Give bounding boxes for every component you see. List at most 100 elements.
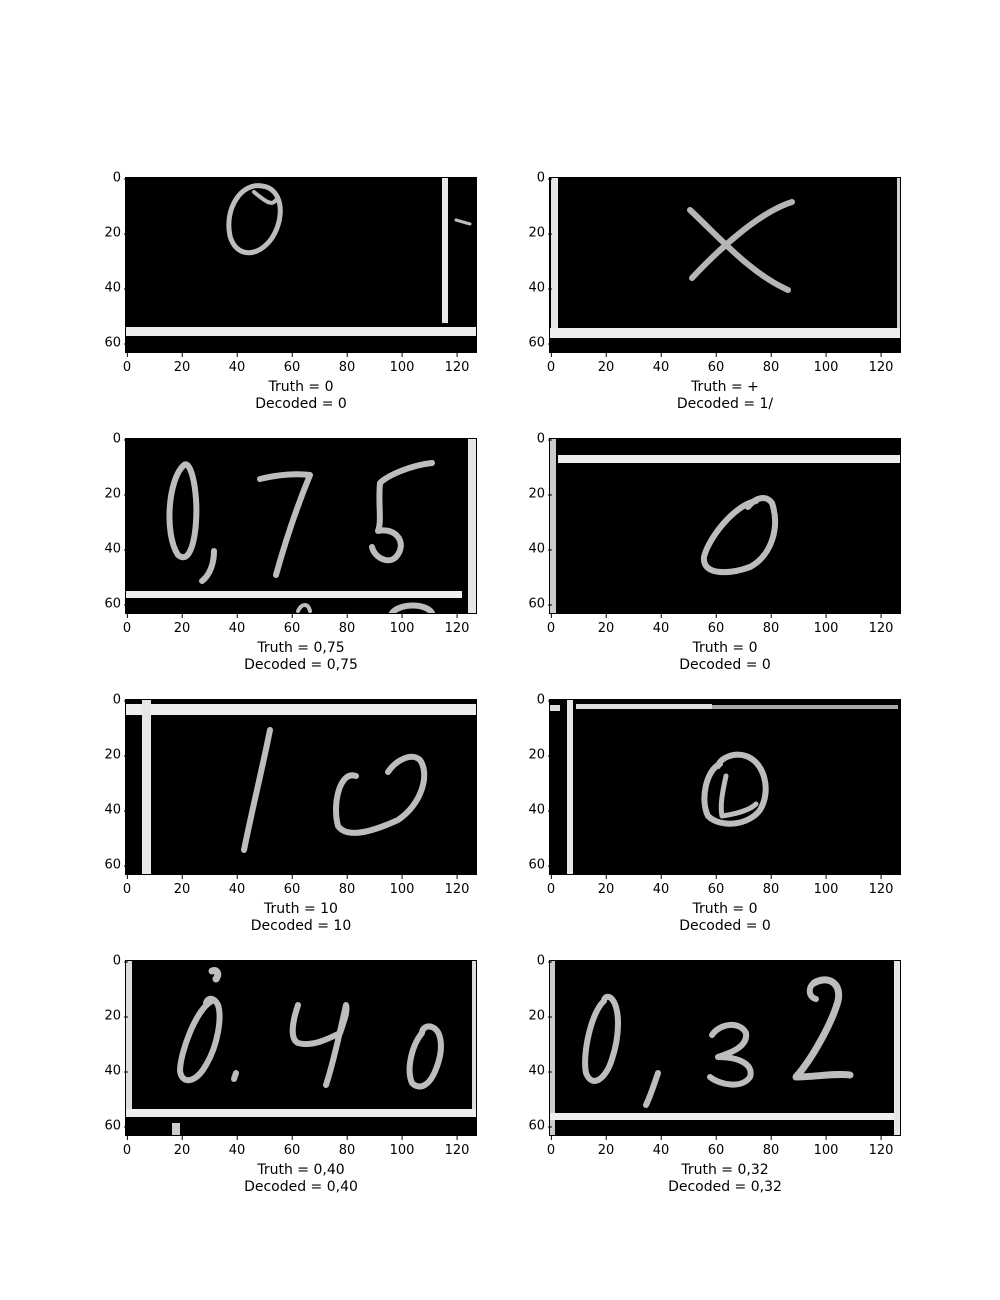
x-tick-label: 80	[338, 614, 356, 636]
x-tick-label: 80	[762, 875, 780, 897]
y-tick-label: 0	[112, 692, 129, 708]
sample-panel-3: 0 20 40 60 0 20 40 60 80 100 120 Truth =…	[104, 433, 477, 673]
y-tick-label: 40	[104, 802, 128, 818]
sample-panel-6: 0 20 40 60 0 20 40 60 80 100 120 Truth =…	[528, 694, 901, 934]
x-tick-label: 20	[597, 1136, 615, 1158]
x-tick-label: 40	[228, 353, 246, 375]
y-tick-label: 20	[104, 1008, 128, 1024]
x-tick-label: 40	[652, 614, 670, 636]
x-tick-label: 40	[652, 1136, 670, 1158]
x-tick-label: 40	[228, 1136, 246, 1158]
y-tick-label: 40	[528, 541, 552, 557]
y-tick-label: 40	[104, 1063, 128, 1079]
y-tick-label: 60	[104, 335, 128, 351]
decoded-label: Decoded = 10	[250, 918, 352, 934]
x-tick-label: 60	[707, 1136, 725, 1158]
sample-panel-8: 0 20 40 60 0 20 40 60 80 100 120 Truth =…	[528, 955, 901, 1195]
x-tick-label: 20	[597, 614, 615, 636]
y-tick-label: 60	[104, 1118, 128, 1134]
x-tick-label: 120	[868, 875, 894, 897]
y-tick-label: 60	[528, 857, 552, 873]
y-tick-label: 0	[536, 953, 553, 969]
x-tick-label: 0	[122, 614, 132, 636]
x-tick-label: 0	[546, 614, 556, 636]
decoded-label: Decoded = 1/	[676, 396, 774, 412]
y-tick-label: 40	[528, 280, 552, 296]
sample-panel-7: 0 20 40 60 0 20 40 60 80 100 120 Truth =…	[104, 955, 477, 1195]
y-tick-label: 60	[528, 596, 552, 612]
sample-panel-5: 0 20 40 60 0 20 40 60 80 100 120 Truth =…	[104, 694, 477, 934]
handwriting-image-drawing	[550, 961, 900, 1135]
y-tick-label: 60	[528, 1118, 552, 1134]
sample-caption: Truth = 0,32 Decoded = 0,32	[549, 1162, 901, 1196]
handwriting-image	[549, 699, 901, 875]
x-tick-label: 80	[338, 353, 356, 375]
truth-label: Truth = 0	[692, 901, 758, 917]
truth-label: Truth = 10	[264, 901, 338, 917]
sample-caption: Truth = 0 Decoded = 0	[549, 901, 901, 935]
handwriting-image	[549, 960, 901, 1136]
handwriting-image	[549, 438, 901, 614]
sample-panel-2: 0 20 40 60 0 20 40 60 80 100 120 Truth =…	[528, 172, 901, 412]
x-tick-label: 60	[283, 353, 301, 375]
y-tick-label: 0	[112, 953, 129, 969]
x-tick-label: 60	[707, 614, 725, 636]
x-tick-label: 80	[762, 1136, 780, 1158]
handwriting-image-drawing	[550, 439, 900, 613]
x-tick-label: 120	[444, 875, 470, 897]
x-tick-label: 100	[389, 875, 415, 897]
x-tick-label: 120	[868, 614, 894, 636]
x-tick-label: 0	[546, 875, 556, 897]
y-tick-label: 20	[528, 486, 552, 502]
x-tick-label: 20	[173, 614, 191, 636]
truth-label: Truth = 0	[268, 379, 334, 395]
x-tick-label: 0	[122, 875, 132, 897]
decoded-label: Decoded = 0	[255, 396, 347, 412]
x-tick-label: 0	[546, 1136, 556, 1158]
x-tick-label: 120	[868, 353, 894, 375]
x-tick-label: 0	[122, 1136, 132, 1158]
x-tick-label: 120	[444, 1136, 470, 1158]
sample-caption: Truth = 0,40 Decoded = 0,40	[125, 1162, 477, 1196]
truth-label: Truth = +	[691, 379, 759, 395]
y-tick-label: 60	[104, 596, 128, 612]
x-tick-label: 0	[122, 353, 132, 375]
x-tick-label: 120	[444, 353, 470, 375]
x-tick-label: 40	[652, 353, 670, 375]
handwriting-image	[125, 699, 477, 875]
handwriting-image-drawing	[126, 700, 476, 874]
x-tick-label: 100	[813, 1136, 839, 1158]
sample-panel-1: 0 20 40 60 0 20 40 60 80 100 120 Truth =…	[104, 172, 477, 412]
x-tick-label: 100	[813, 353, 839, 375]
y-tick-label: 20	[104, 225, 128, 241]
sample-caption: Truth = + Decoded = 1/	[549, 379, 901, 413]
x-tick-label: 80	[338, 875, 356, 897]
x-tick-label: 80	[762, 353, 780, 375]
truth-label: Truth = 0,40	[257, 1162, 345, 1178]
truth-label: Truth = 0,32	[681, 1162, 769, 1178]
handwriting-image-drawing	[126, 178, 476, 336]
x-tick-label: 60	[283, 1136, 301, 1158]
y-tick-label: 20	[104, 486, 128, 502]
y-tick-label: 40	[528, 802, 552, 818]
x-tick-label: 80	[338, 1136, 356, 1158]
x-tick-label: 20	[597, 353, 615, 375]
handwriting-image-drawing	[126, 439, 476, 613]
sample-panel-4: 0 20 40 60 0 20 40 60 80 100 120 Truth =…	[528, 433, 901, 673]
y-tick-label: 0	[112, 170, 129, 186]
y-tick-label: 0	[536, 431, 553, 447]
x-tick-label: 120	[444, 614, 470, 636]
decoded-label: Decoded = 0	[679, 918, 771, 934]
decoded-label: Decoded = 0,75	[244, 657, 358, 673]
handwriting-image-drawing	[126, 961, 476, 1135]
handwriting-image	[549, 177, 901, 353]
truth-label: Truth = 0	[692, 640, 758, 656]
x-tick-label: 60	[283, 875, 301, 897]
y-tick-label: 0	[536, 170, 553, 186]
handwriting-image-drawing	[550, 178, 900, 338]
decoded-label: Decoded = 0,32	[668, 1179, 782, 1195]
y-tick-label: 0	[536, 692, 553, 708]
handwriting-image-drawing	[550, 700, 898, 874]
y-tick-label: 20	[528, 225, 552, 241]
x-tick-label: 100	[813, 875, 839, 897]
